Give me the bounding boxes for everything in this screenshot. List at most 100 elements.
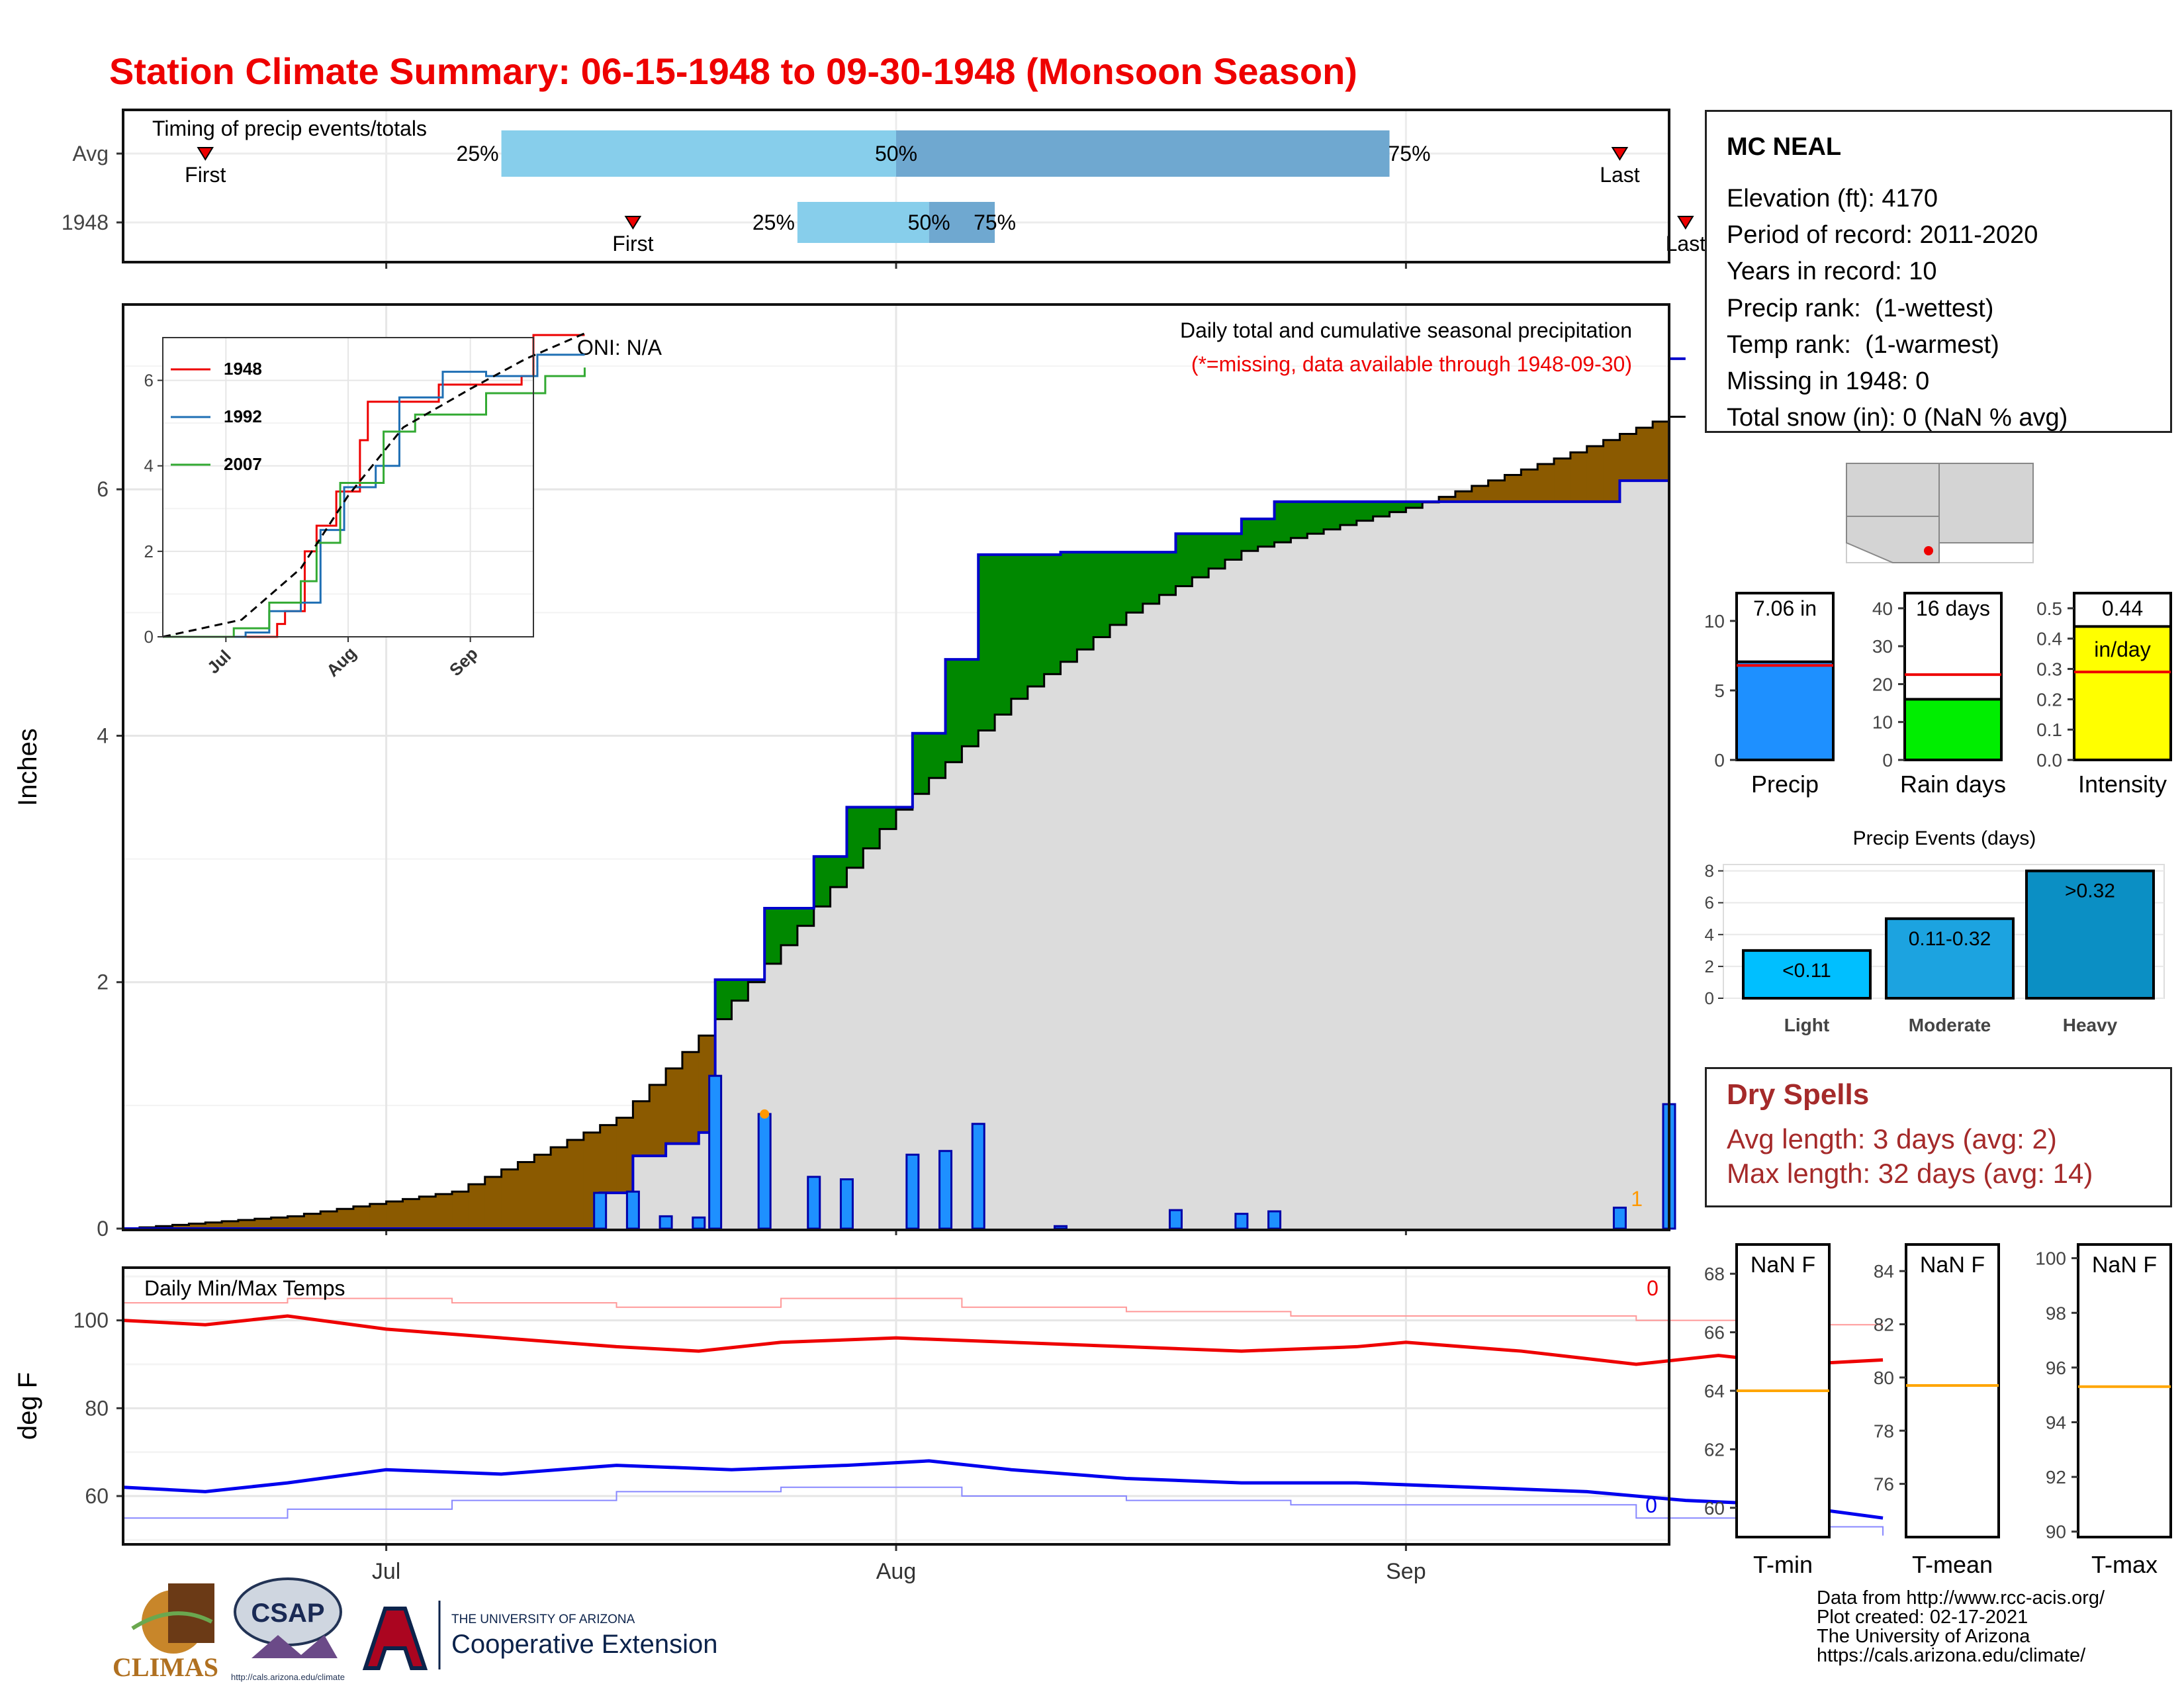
gauge-y-tick-label: 0.1 — [2036, 720, 2062, 740]
daily-precip-bar — [807, 1176, 821, 1230]
station-info-box: MC NEAL Elevation (ft): 4170 Period of r… — [1705, 110, 2172, 433]
cumulative-base — [1340, 525, 1357, 1229]
events-category-label: Light — [1784, 1015, 1829, 1035]
gauge-value-bar — [1903, 698, 2003, 762]
missing-marker — [760, 1109, 770, 1119]
events-category-label: Moderate — [1909, 1015, 1991, 1035]
cumulative-base — [1373, 516, 1390, 1229]
timing-panel: Avg 25% 50% 75% First Last 1948 25% 50% 75% First L… — [62, 109, 1706, 269]
cumulative-base — [830, 887, 848, 1229]
above-average-area — [962, 659, 979, 747]
precip-events-chart: Precip Events (days) <0.11 Light 0.11-0.32 M… — [1705, 827, 2165, 1035]
timing-bar-50-75 — [896, 130, 1390, 177]
gauge-unit-label: in/day — [2094, 637, 2150, 661]
last-event-label: Last — [1600, 163, 1640, 187]
csap-wordmark: CSAP — [251, 1599, 324, 1628]
y-tick-label: 6 — [97, 477, 109, 501]
footer-credits: Data from http://www.rcc-acis.org/ Plot … — [1817, 1587, 2105, 1666]
temp-max-count: 0 — [1647, 1276, 1659, 1300]
oni-label: ONI: N/A — [577, 336, 662, 359]
first-event-label: First — [185, 163, 226, 187]
cumulative-base — [1471, 501, 1489, 1229]
above-average-area — [1077, 552, 1094, 650]
daily-precip-bar — [938, 1150, 953, 1230]
daily-precip-bar — [905, 1153, 920, 1230]
inset-y-tick-label: 0 — [144, 627, 154, 647]
above-average-area — [1340, 501, 1357, 526]
gauge-value-bar — [2073, 625, 2172, 762]
inset-series-1948 — [163, 334, 585, 638]
below-average-area — [1603, 440, 1621, 502]
above-average-area — [1175, 534, 1193, 586]
inset-y-tick-label: 4 — [144, 456, 154, 476]
below-average-area — [633, 1101, 650, 1156]
below-average-area — [402, 1199, 420, 1229]
cumulative-base — [666, 1143, 683, 1229]
temp-x-tick-label: Jul — [372, 1559, 400, 1584]
climas-swoosh — [131, 1611, 213, 1630]
temp-x-tick-label: Sep — [1386, 1559, 1426, 1584]
cumulative-base — [1586, 501, 1604, 1229]
below-average-area — [1653, 421, 1670, 481]
events-bar-range: <0.11 — [1782, 960, 1831, 982]
dry-spells-avg: Avg length: 3 days (avg: 2) — [1727, 1123, 2057, 1154]
gauge-y-tick-label: 5 — [1714, 680, 1725, 701]
page-title: Station Climate Summary: 06-15-1948 to 0… — [109, 50, 1357, 92]
cumulative-base — [1504, 501, 1522, 1229]
temp-gauge-y-tick-label: 64 — [1704, 1381, 1725, 1401]
state-map — [1846, 463, 2034, 563]
below-average-area — [189, 1223, 206, 1229]
gauge-y-tick-label: 20 — [1872, 674, 1893, 694]
above-average-area — [929, 733, 946, 778]
missing-count: 1 — [1631, 1187, 1643, 1211]
station-missing: Missing in 1948: 0 — [1727, 367, 1930, 395]
temp-gauge-y-tick-label: 94 — [2046, 1413, 2066, 1433]
events-bar — [1885, 917, 2015, 1000]
cumulative-base — [1110, 624, 1127, 1229]
inset-y-tick-label: 2 — [144, 541, 154, 561]
above-average-area — [912, 733, 930, 794]
below-average-area — [271, 1217, 289, 1229]
csap-logo: CSAP http://cals.arizona.edu/climate — [231, 1577, 345, 1682]
map-region-north-west — [1846, 463, 1940, 517]
events-y-tick-label: 8 — [1705, 861, 1714, 881]
temp-gauge-y-tick-label: 60 — [1704, 1498, 1725, 1519]
first-event-marker — [624, 216, 642, 230]
events-y-tick-label: 2 — [1705, 957, 1714, 976]
inset-legend-label: 2007 — [224, 454, 262, 474]
cumulative-base — [1159, 594, 1177, 1229]
above-average-area — [1356, 501, 1374, 521]
gauge-panels: 7.06 in Precip 0 5 10 16 days Rain days 0 10 20 30… — [1704, 592, 2172, 798]
below-average-area — [1636, 428, 1653, 481]
precip-y-label: Inches — [13, 728, 42, 806]
cumulative-base — [731, 1000, 749, 1229]
temp-gauge-y-tick-label: 78 — [1874, 1421, 1894, 1441]
map-region-south — [1846, 516, 1940, 563]
daily-precip-bar — [1612, 1206, 1627, 1230]
temp-gauge-y-tick-label: 100 — [2035, 1248, 2066, 1269]
cumulative-base — [1175, 586, 1193, 1229]
below-average-area — [1455, 491, 1473, 502]
cumulative-base — [1291, 538, 1308, 1229]
below-average-area — [287, 1216, 304, 1229]
events-y-tick-label: 6 — [1705, 893, 1714, 913]
missing-note: (*=missing, data available through 1948-… — [1191, 352, 1632, 376]
daily-precip-bar — [971, 1123, 985, 1230]
dry-spells-box: Dry Spells Avg length: 3 days (avg: 2) M… — [1705, 1067, 2172, 1207]
temp-gauge-name-label: T-mean — [1912, 1551, 1993, 1578]
below-average-area — [682, 1052, 700, 1144]
cumulative-base — [1356, 520, 1374, 1229]
cumulative-base — [1307, 534, 1324, 1229]
timing-row-label: 1948 — [62, 211, 109, 234]
below-average-area — [468, 1184, 486, 1229]
inset-y-tick-label: 6 — [144, 371, 154, 391]
temp-gauge-y-tick-label: 92 — [2046, 1467, 2066, 1487]
inset-chart: 0 2 4 6 Jul Aug Sep 1948 1992 2007 — [144, 332, 586, 680]
above-average-area — [1274, 501, 1292, 543]
below-average-area — [666, 1068, 683, 1144]
daily-precip-bar — [1054, 1225, 1068, 1230]
gauge-value-label: 7.06 in — [1753, 596, 1817, 620]
temp-gauge-frame — [2077, 1243, 2172, 1538]
y-tick-label: 2 — [97, 970, 109, 994]
timing-row-label: Avg — [72, 142, 109, 165]
